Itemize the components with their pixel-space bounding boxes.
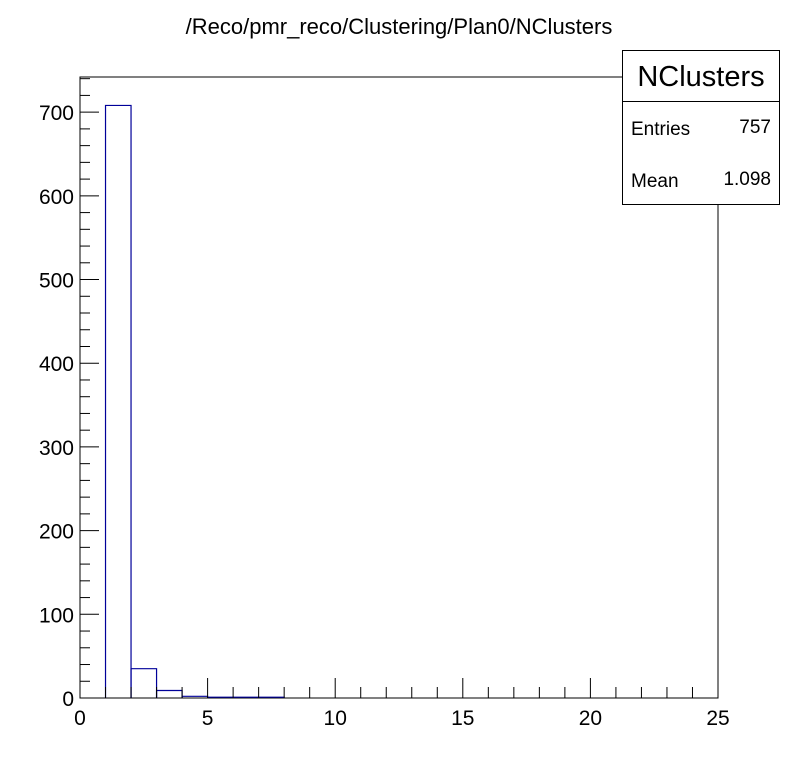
stats-mean-row: Mean 1.098 (623, 154, 779, 206)
stats-entries-row: Entries 757 (623, 102, 779, 154)
stats-entries-label: Entries (631, 119, 691, 140)
stats-box: NClusters Entries 757 Mean 1.098 (622, 50, 780, 205)
x-tick-label: 10 (324, 707, 347, 730)
y-tick-label: 400 (39, 353, 74, 376)
x-tick-label: 15 (451, 707, 474, 730)
y-tick-label: 300 (39, 437, 74, 460)
stats-entries-value: 757 (739, 117, 771, 138)
y-tick-label: 600 (39, 186, 74, 209)
x-tick-label: 20 (579, 707, 602, 730)
histogram-bin (104, 104, 132, 698)
y-tick-label: 100 (39, 604, 74, 627)
y-tick-label: 500 (39, 270, 74, 293)
x-tick-label: 25 (706, 707, 729, 730)
stats-mean-label: Mean (631, 171, 679, 192)
chart-title: /Reco/pmr_reco/Clustering/Plan0/NCluster… (185, 14, 613, 39)
stats-name: NClusters (623, 51, 779, 102)
histogram-bin (130, 668, 158, 698)
x-tick-label: 0 (74, 707, 86, 730)
x-tick-label: 5 (202, 707, 214, 730)
plot-frame (79, 76, 719, 699)
stats-mean-value: 1.098 (723, 169, 771, 190)
y-tick-label: 700 (39, 102, 74, 125)
y-tick-label: 200 (39, 521, 74, 544)
histogram-bin (155, 689, 183, 698)
y-tick-label: 0 (62, 688, 74, 711)
